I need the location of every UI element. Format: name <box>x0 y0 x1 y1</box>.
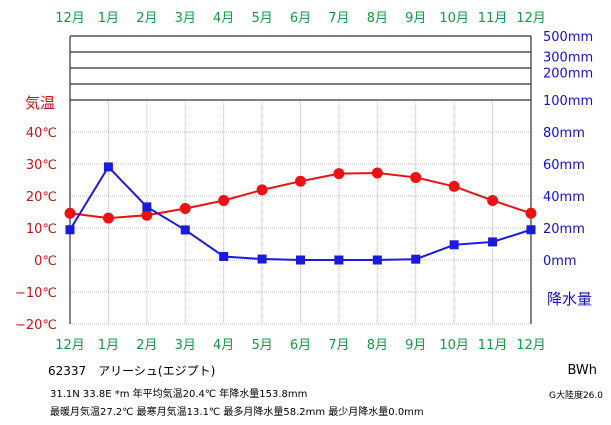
temperature-point <box>179 202 191 214</box>
grid <box>70 35 531 325</box>
temperature-point <box>448 180 460 192</box>
month-label-bottom: 8月 <box>367 338 388 353</box>
right-tick-label: 0mm <box>543 254 577 269</box>
right-tick-label: 40mm <box>543 190 585 205</box>
month-label-bottom: 12月 <box>55 338 85 353</box>
temperature-point <box>256 184 268 196</box>
precipitation-point <box>296 255 305 265</box>
right-tick-label: 80mm <box>543 126 585 141</box>
precipitation-point <box>488 237 498 247</box>
left-tick-label: −20℃ <box>15 318 57 333</box>
month-label-bottom: 3月 <box>175 338 196 353</box>
right-tick-label: 500mm <box>543 30 593 45</box>
month-label-top: 9月 <box>405 11 426 26</box>
month-label-top: 5月 <box>251 11 272 26</box>
month-label-top: 4月 <box>213 11 234 26</box>
month-label-top: 7月 <box>328 11 349 26</box>
month-label-bottom: 1月 <box>98 338 119 353</box>
month-label-top: 12月 <box>516 11 546 26</box>
temperature-point <box>333 168 345 180</box>
temperature-point <box>525 207 537 219</box>
climate-classification: BWh <box>567 363 597 378</box>
precipitation-point <box>65 225 75 235</box>
axes: 12月 12月 1月 1月 2月 2月 3月 3月 4月 4月 5月 5月 6月 6月 7月 7月 8月 8月 9月… <box>15 11 593 353</box>
month-label-top: 1月 <box>98 11 119 26</box>
station-summary: 31.1N 33.8E *m 年平均気温20.4℃ 年降水量153.8mm <box>50 389 308 400</box>
left-tick-label: 30℃ <box>26 158 57 173</box>
month-label-bottom: 10月 <box>439 338 469 353</box>
month-label-top: 3月 <box>175 11 196 26</box>
month-label-top: 10月 <box>439 11 469 26</box>
precipitation-point <box>526 225 536 235</box>
temperature-point <box>487 194 499 206</box>
month-label-top: 12月 <box>55 11 85 26</box>
left-tick-label: 10℃ <box>26 222 57 237</box>
month-label-bottom: 9月 <box>405 338 426 353</box>
month-label-bottom: 7月 <box>328 338 349 353</box>
series <box>64 162 537 265</box>
temperature-point <box>295 175 306 187</box>
right-tick-label: 20mm <box>543 222 585 237</box>
left-tick-label: 20℃ <box>26 190 57 205</box>
temperature-point <box>410 171 422 183</box>
left-tick-label: 0℃ <box>34 254 57 269</box>
temperature-point <box>64 207 76 219</box>
left-axis-label: 気温 <box>25 94 55 112</box>
precipitation-point <box>142 202 152 212</box>
precipitation-point <box>257 254 267 264</box>
month-label-top: 11月 <box>478 11 508 26</box>
right-axis-label: 降水量 <box>547 290 592 308</box>
month-label-bottom: 2月 <box>136 338 157 353</box>
precipitation-point <box>449 240 459 250</box>
temperature-point <box>102 212 114 224</box>
precipitation-point <box>103 162 113 172</box>
right-tick-label: 200mm <box>543 66 593 81</box>
month-label-bottom: 11月 <box>478 338 508 353</box>
precipitation-point <box>334 255 344 265</box>
precipitation-point <box>411 254 421 264</box>
month-label-top: 2月 <box>136 11 157 26</box>
left-tick-label: 40℃ <box>26 126 57 141</box>
temperature-point <box>371 167 383 179</box>
precipitation-point <box>219 251 229 261</box>
month-label-top: 6月 <box>290 11 311 26</box>
month-label-bottom: 12月 <box>516 338 546 353</box>
temperature-point <box>141 209 153 221</box>
monthly-extremes: 最暖月気温27.2℃ 最寒月気温13.1℃ 最多月降水量58.2mm 最少月降水… <box>50 407 424 418</box>
month-label-bottom: 6月 <box>290 338 311 353</box>
month-label-top: 8月 <box>367 11 388 26</box>
station-name: 62337 アリーシュ(エジプト) <box>48 364 216 378</box>
right-tick-label: 100mm <box>543 94 593 109</box>
left-tick-label: −10℃ <box>15 286 57 301</box>
right-tick-label: 300mm <box>543 50 593 65</box>
right-tick-label: 60mm <box>543 158 585 173</box>
continentality-index: G大陸度26.0 <box>548 391 603 401</box>
month-label-bottom: 4月 <box>213 338 234 353</box>
month-label-bottom: 5月 <box>251 338 272 353</box>
precipitation-point <box>372 255 382 265</box>
precipitation-point <box>180 225 190 235</box>
temperature-point <box>218 194 230 206</box>
